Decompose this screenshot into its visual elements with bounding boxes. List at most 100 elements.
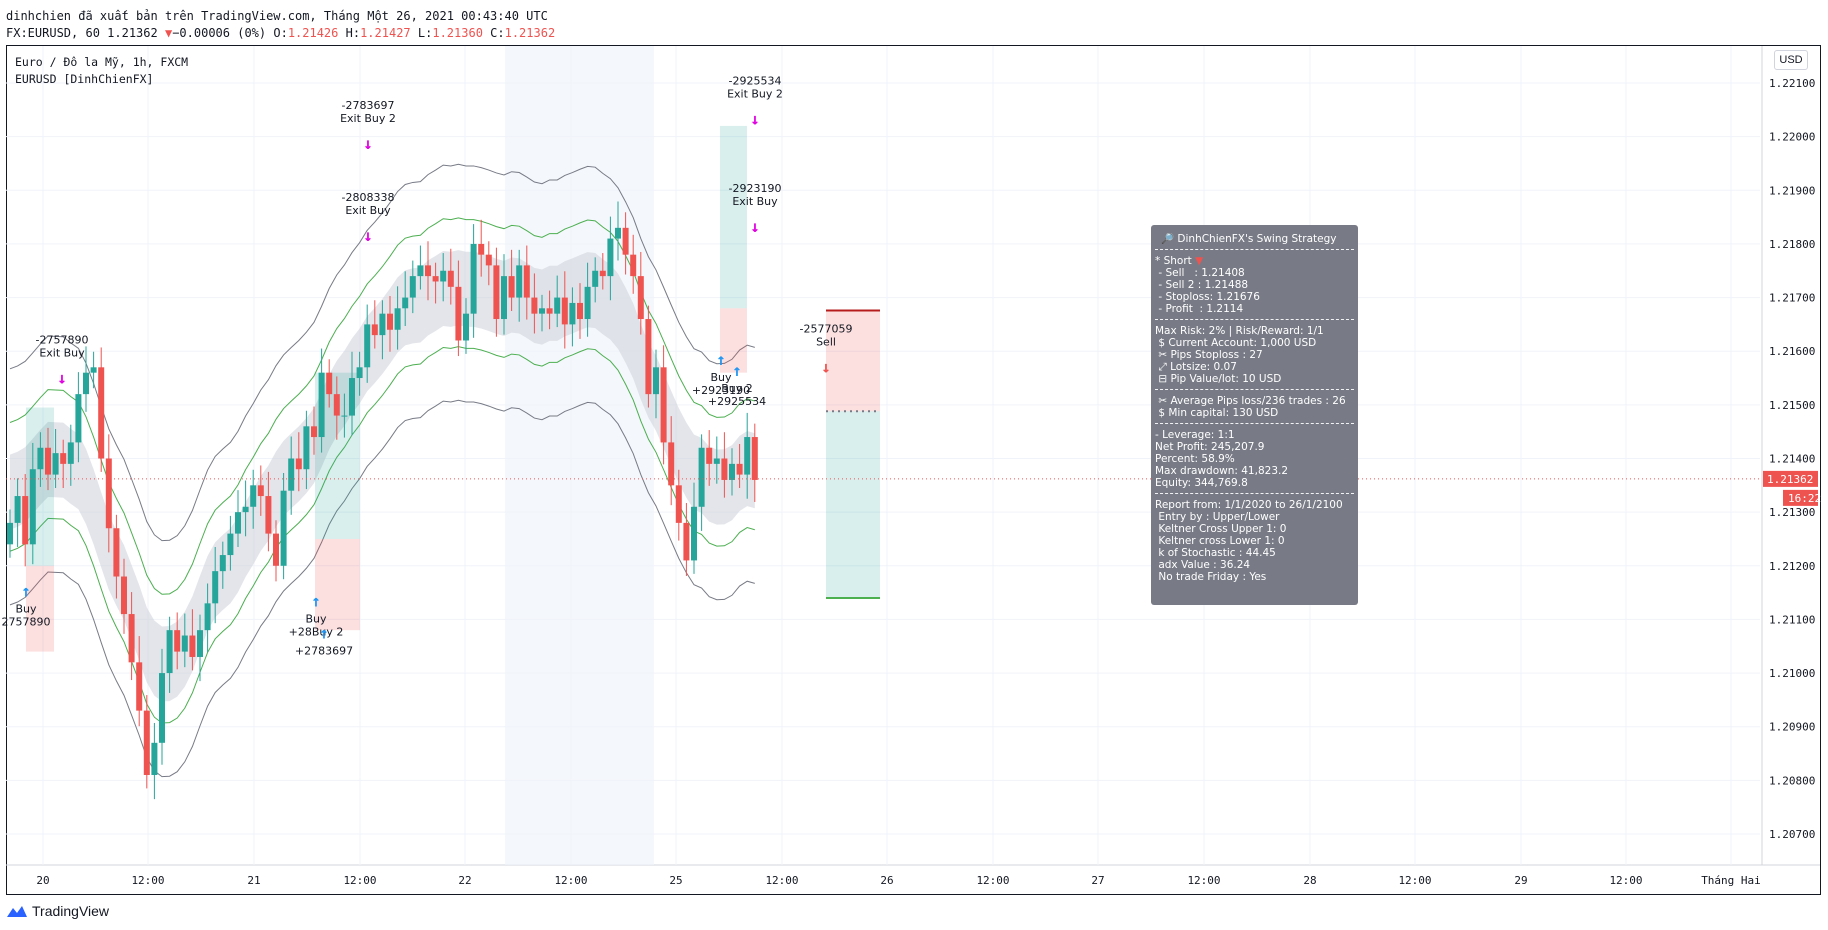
high-value: 1.21427 [360, 26, 411, 40]
symbol-label: FX:EURUSD, 60 [6, 26, 100, 40]
stats-line: - Leverage: 1:1 [1155, 429, 1235, 441]
trade-arrow-icon: ↓ [821, 358, 831, 377]
candle-body [463, 313, 469, 341]
candle-body [729, 463, 735, 480]
candle-body [599, 270, 606, 277]
stats-line: Max drawdown: 41,823.2 [1155, 465, 1289, 477]
upper-envelope-line [9, 163, 755, 542]
trade-arrow-icon: ↑ [732, 361, 742, 380]
lower-envelope-line [9, 399, 755, 778]
x-tick-label: 12:00 [1398, 874, 1431, 887]
candle-body [128, 614, 135, 663]
candle-body [455, 286, 462, 341]
brand-name: TradingView [32, 903, 110, 919]
footer[interactable]: TradingView [6, 903, 109, 919]
change-value: −0.00006 (0%) [172, 26, 267, 40]
strategy-info-panel: 🔎 DinhChienFX's Swing Strategy * Short ▼… [1151, 225, 1358, 605]
candle-body [303, 426, 310, 470]
countdown-tag [1783, 489, 1818, 506]
candle-body [14, 496, 21, 523]
x-tick-label: 21 [247, 874, 260, 887]
chart-header: dinhchien đã xuất bản trên TradingView.c… [6, 8, 555, 42]
stats-lines: - Leverage: 1:1 Net Profit: 245,207.9 Perc… [1155, 429, 1354, 489]
candle-body [151, 742, 158, 775]
trade-line: - Sell : 1.21408 [1155, 267, 1245, 279]
candle-body [531, 297, 538, 314]
trade-marker-sublabel: Sell [816, 336, 836, 349]
short-header: * Short ▼ [1155, 255, 1204, 267]
candle-body [7, 522, 13, 545]
green-lower-line [9, 346, 755, 724]
x-tick-label: 12:00 [976, 874, 1009, 887]
y-tick-label: 1.21700 [1769, 292, 1815, 305]
candle-body [265, 496, 272, 534]
candle-body [394, 308, 401, 330]
report-line: Keltner Cross Upper 1: 0 [1155, 523, 1287, 535]
close-label: C: [490, 26, 505, 40]
y-tick-label: 1.21100 [1769, 613, 1815, 626]
last-price-tag [1763, 470, 1818, 487]
trade-marker-label: -2808338 [342, 191, 395, 204]
candle-body [75, 394, 82, 443]
stop-zone [26, 565, 54, 652]
y-tick-label: 1.20700 [1769, 828, 1815, 841]
chart-title: Euro / Đô la Mỹ, 1h, FXCM [15, 55, 189, 69]
candle-body [470, 243, 477, 314]
currency-button[interactable]: USD [1774, 50, 1808, 70]
trade-arrow-icon: ↑ [716, 350, 726, 369]
candle-body [432, 276, 439, 282]
trade-arrow-icon: ↓ [57, 368, 67, 387]
candle-body [181, 635, 188, 652]
candle-body [250, 485, 257, 507]
candle-body [744, 437, 751, 475]
buy-zone [720, 125, 747, 309]
y-tick-label: 1.21500 [1769, 399, 1815, 412]
candle-body [379, 313, 386, 336]
candle-body [356, 367, 363, 379]
stop-zone [315, 538, 360, 631]
trade-marker-sublabel: Exit Buy 2 [727, 88, 783, 101]
candle-body [402, 297, 409, 309]
y-tick-label: 1.20900 [1769, 721, 1815, 734]
candle-body [326, 372, 333, 395]
x-tick-label: 20 [36, 874, 49, 887]
high-label: H: [345, 26, 361, 40]
chart-legend: Euro / Đô la Mỹ, 1h, FXCM EURUSD [DinhCh… [15, 54, 188, 88]
trade-marker-sublabel: 2757890 [2, 616, 51, 629]
candle-body [516, 265, 523, 298]
candle-body [523, 265, 530, 298]
trade-marker-label: Buy [15, 603, 37, 616]
x-tick-label: 12:00 [1187, 874, 1220, 887]
average-line: $ Min capital: 130 USD [1155, 407, 1279, 419]
down-arrow-icon: ▼ [164, 26, 173, 40]
candle-body [121, 576, 127, 615]
trade-lines: - Sell : 1.21408 - Sell 2 : 1.21488 - St… [1155, 267, 1354, 315]
trade-marker-sublabel: Exit Buy [345, 204, 391, 217]
candle-body [645, 319, 652, 395]
trade-line: - Stoploss: 1.21676 [1155, 291, 1260, 303]
risk-line: ⊟ Pip Value/lot: 10 USD [1155, 373, 1282, 385]
y-tick-label: 1.21900 [1769, 184, 1815, 197]
candle-body [273, 533, 279, 566]
candle-body [37, 447, 44, 470]
candle-body [90, 367, 97, 373]
candle-body [113, 528, 120, 577]
cloud-band [10, 250, 755, 702]
candle-body [105, 458, 112, 529]
indicator-label[interactable]: EURUSD [DinhChienFX] [15, 72, 154, 86]
candle-body [653, 367, 659, 395]
x-tick-label: 12:00 [131, 874, 164, 887]
x-tick-label: 29 [1514, 874, 1527, 887]
candle-body [683, 522, 690, 561]
candle-body [637, 276, 644, 320]
publish-info: dinhchien đã xuất bản trên TradingView.c… [6, 9, 548, 23]
chart-frame[interactable] [6, 45, 1821, 895]
low-value: 1.21360 [432, 26, 483, 40]
candle-body [736, 463, 743, 475]
open-label: O: [273, 26, 288, 40]
trade-arrow-icon: ↓ [750, 110, 760, 129]
candle-body [478, 243, 485, 255]
x-tick-label: Tháng Hai [1701, 874, 1761, 887]
candle-body [204, 603, 211, 631]
